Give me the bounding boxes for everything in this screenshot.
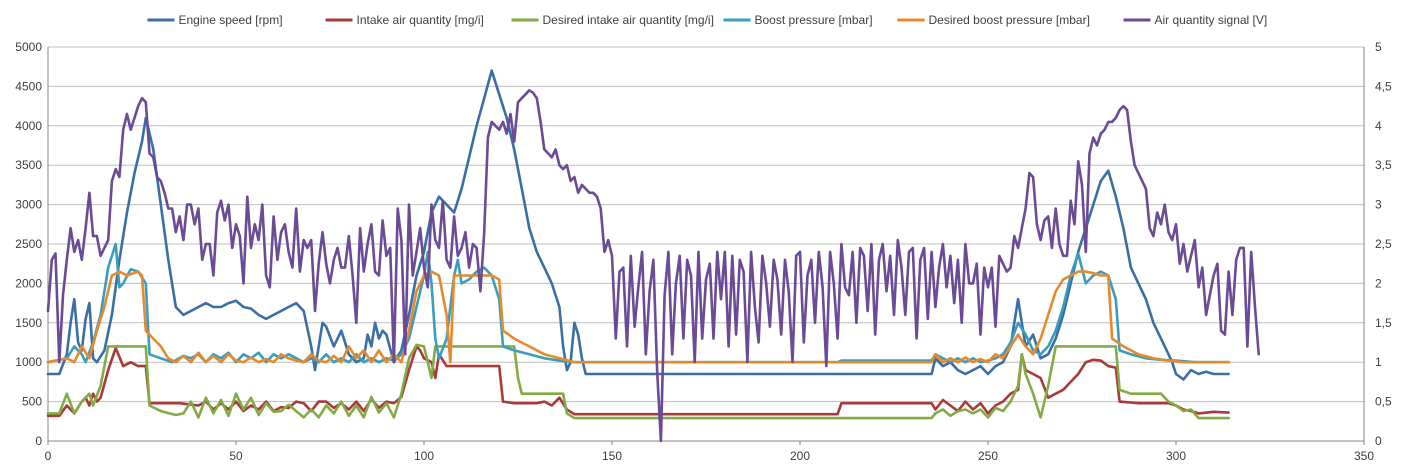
legend-label-1: Engine speed [rpm]	[179, 13, 283, 27]
series-line-3	[46, 343, 1230, 420]
series-lines	[46, 69, 1260, 443]
series-line-1	[46, 69, 1230, 381]
x-tick-label: 150	[602, 449, 622, 463]
y-right-tick-label: 3,5	[1375, 158, 1392, 172]
y-left-tick-label: 0	[35, 434, 42, 448]
y-left-tick-label: 500	[22, 395, 42, 409]
x-tick-label: 100	[414, 449, 434, 463]
x-tick-label: 50	[229, 449, 243, 463]
legend-label-5: Desired boost pressure [mbar]	[929, 13, 1090, 27]
tick-labels: 0500100015002000250030003500400045005000…	[15, 40, 1392, 463]
x-tick-label: 0	[45, 449, 52, 463]
legend-label-3: Desired intake air quantity [mg/i]	[543, 13, 714, 27]
series-line-4	[46, 242, 1230, 364]
y-right-tick-label: 1	[1375, 355, 1382, 369]
y-right-tick-label: 3	[1375, 198, 1382, 212]
y-left-tick-label: 4500	[15, 79, 42, 93]
y-left-tick-label: 4000	[15, 119, 42, 133]
legend-label-2: Intake air quantity [mg/i]	[357, 13, 484, 27]
x-tick-label: 200	[790, 449, 810, 463]
y-right-tick-label: 4	[1375, 119, 1382, 133]
y-left-tick-label: 3500	[15, 158, 42, 172]
y-right-tick-label: 0,5	[1375, 395, 1392, 409]
y-left-tick-label: 2500	[15, 237, 42, 251]
series-line-2	[46, 345, 1230, 418]
series-line-6	[46, 89, 1260, 443]
y-right-tick-label: 0	[1375, 434, 1382, 448]
legend-label-4: Boost pressure [mbar]	[755, 13, 873, 27]
y-right-tick-label: 1,5	[1375, 316, 1392, 330]
y-right-tick-label: 4,5	[1375, 79, 1392, 93]
axes	[47, 47, 1365, 445]
y-left-tick-label: 2000	[15, 276, 42, 290]
y-right-tick-label: 2	[1375, 276, 1382, 290]
y-left-tick-label: 5000	[15, 40, 42, 54]
y-right-tick-label: 2,5	[1375, 237, 1392, 251]
legend: Engine speed [rpm] Intake air quantity [m…	[147, 13, 1268, 27]
x-tick-label: 250	[978, 449, 998, 463]
y-left-tick-label: 3000	[15, 198, 42, 212]
legend-label-6: Air quantity signal [V]	[1155, 13, 1268, 27]
y-left-tick-label: 1000	[15, 355, 42, 369]
x-tick-label: 350	[1354, 449, 1374, 463]
y-right-tick-label: 5	[1375, 40, 1382, 54]
y-left-tick-label: 1500	[15, 316, 42, 330]
x-tick-label: 300	[1166, 449, 1186, 463]
